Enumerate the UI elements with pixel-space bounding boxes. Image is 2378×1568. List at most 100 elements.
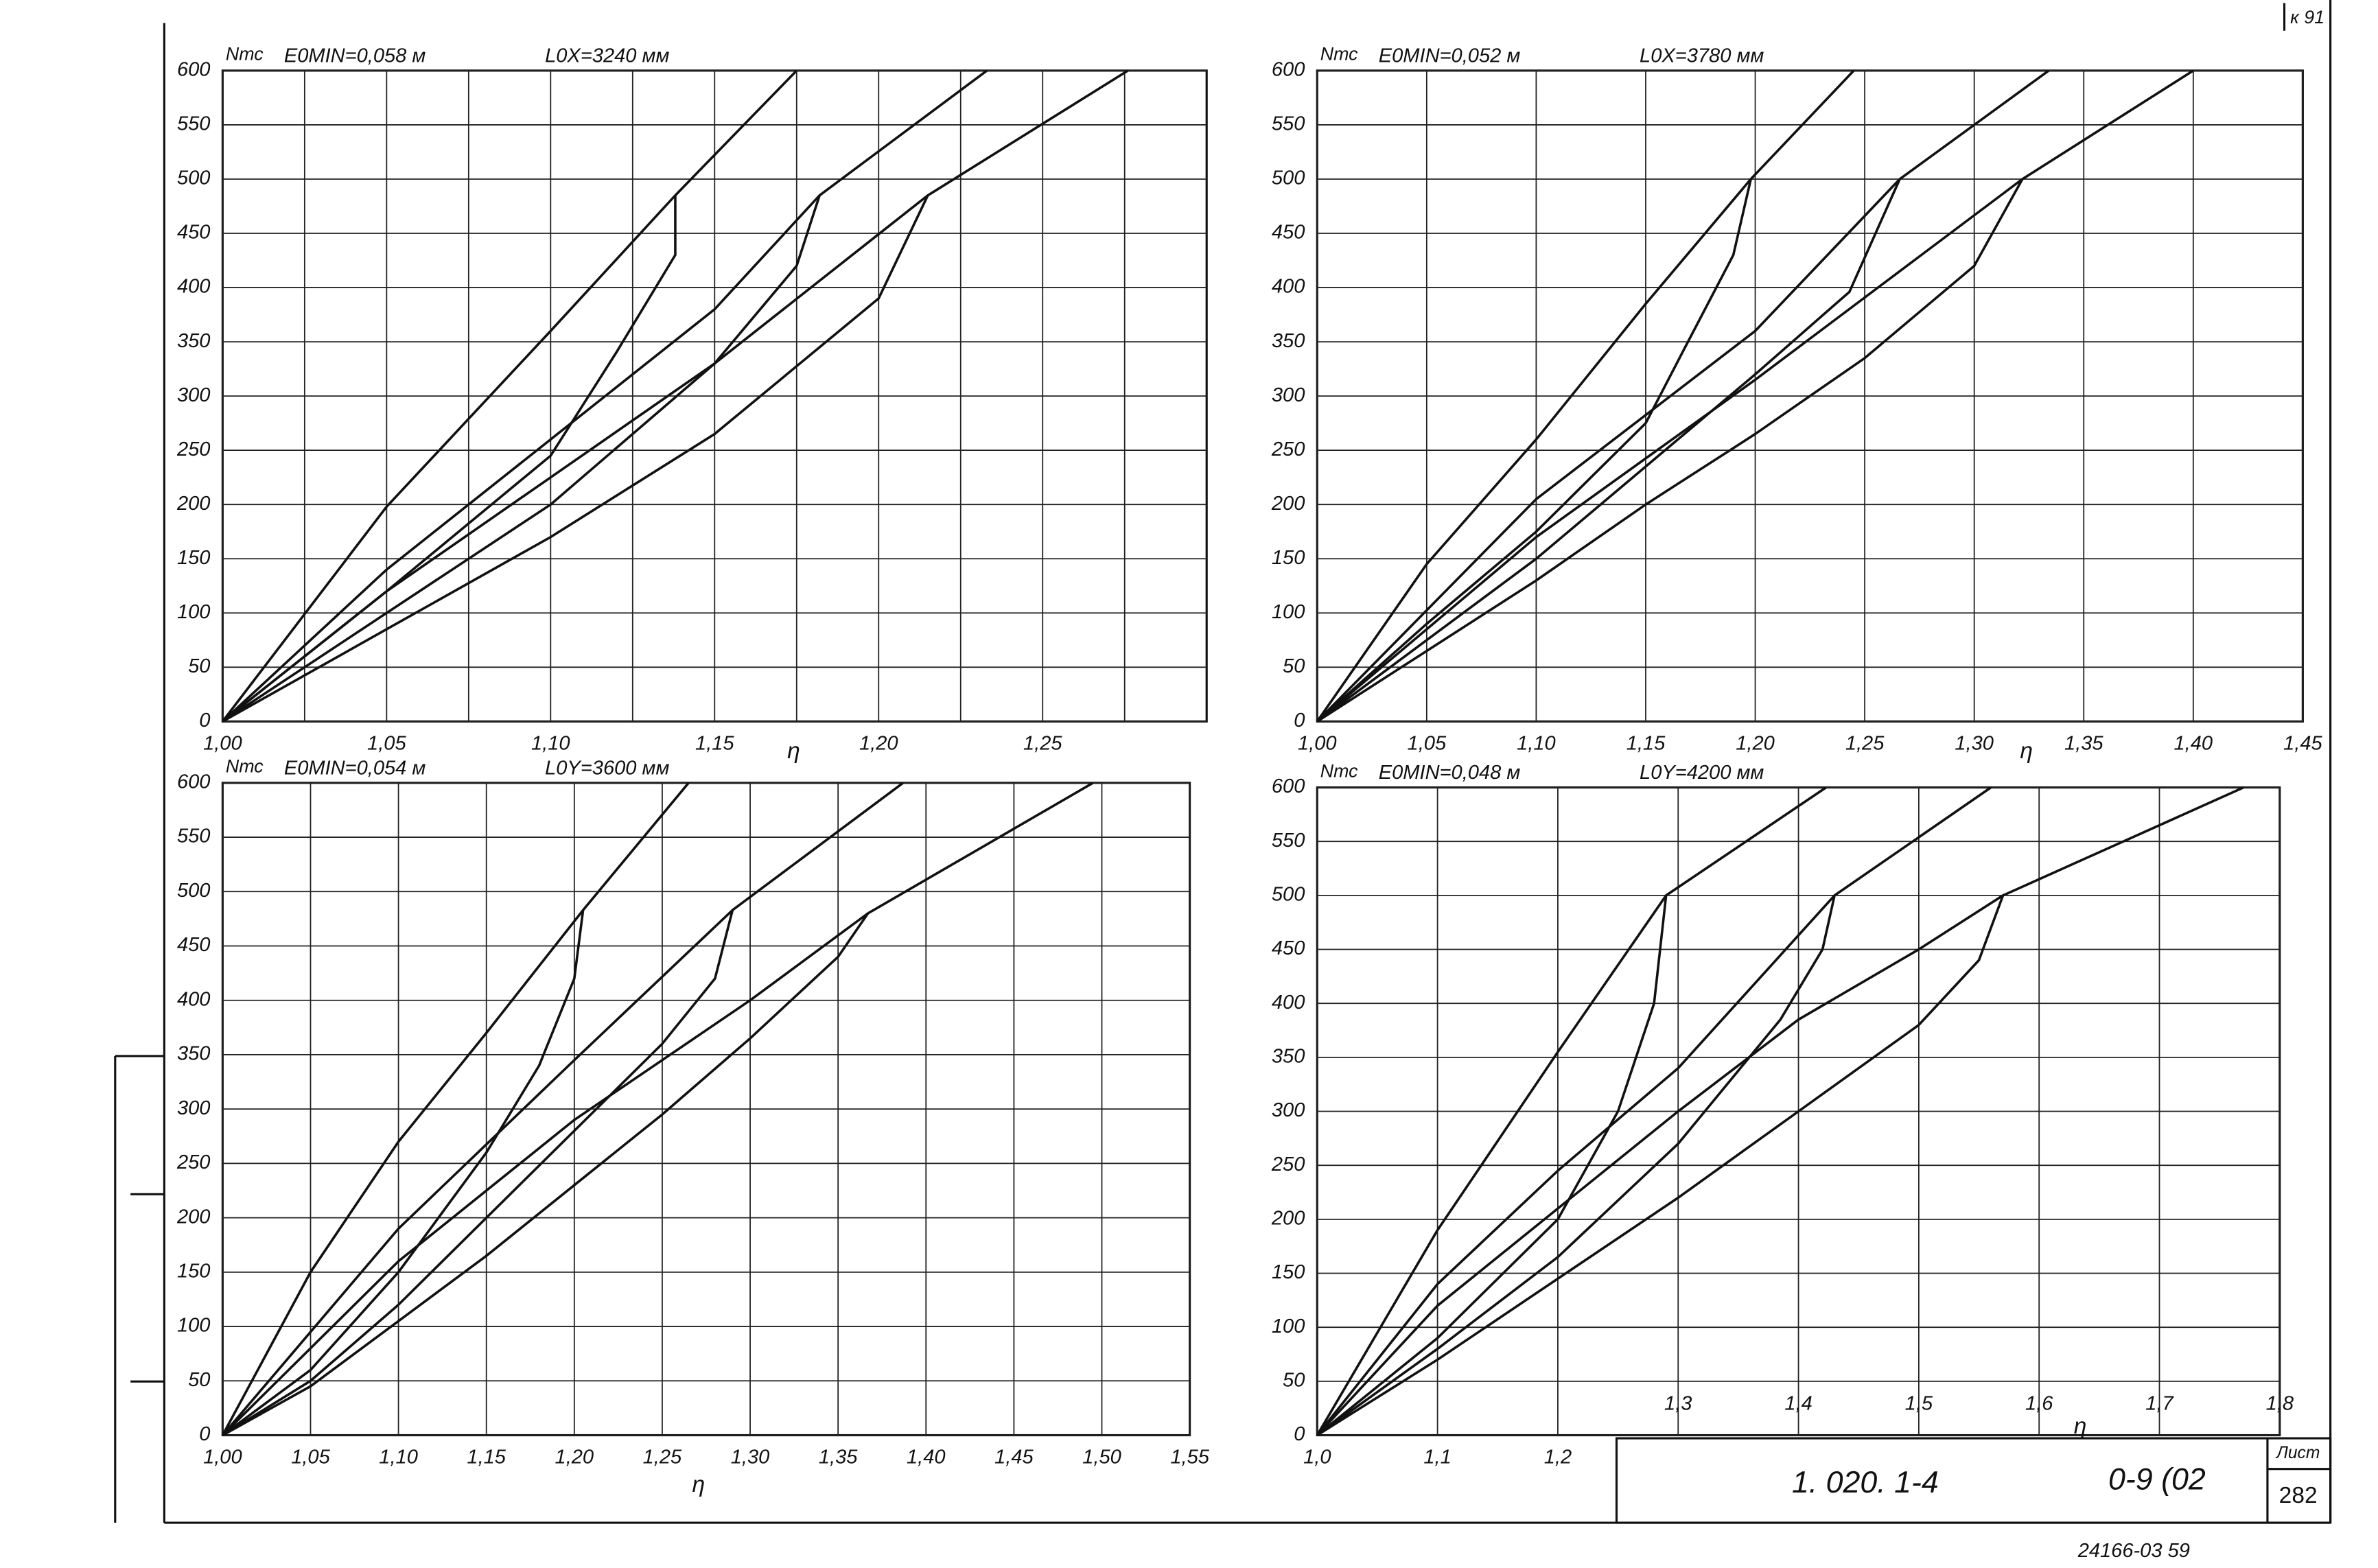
x-tick-label: 1,10 (531, 733, 570, 755)
y-tick-label: 350 (1272, 1046, 1305, 1068)
x-tick-label: 1,20 (859, 733, 898, 755)
y-tick-label: 400 (177, 276, 211, 298)
series-line (222, 195, 677, 723)
series-line (221, 69, 798, 723)
x-tick-label: 1,20 (1736, 733, 1775, 755)
y-tick-label: 300 (1272, 1099, 1305, 1121)
y-tick-label: 350 (177, 330, 211, 352)
y-tick-label: 600 (177, 59, 211, 81)
y-tick-label: 250 (1271, 1154, 1305, 1175)
x-tick-label: 1,15 (1627, 733, 1666, 755)
series-line (222, 912, 870, 1437)
annotation: E0MIN=0,052 м (1379, 45, 1521, 67)
y-tick-label: 0 (1294, 710, 1305, 732)
x-tick-label: 1,00 (1298, 733, 1337, 755)
designation: 1. 020. 1-4 (1792, 1466, 1939, 1499)
y-tick-label: 0 (199, 710, 210, 732)
y-tick-label: 450 (1272, 222, 1305, 244)
y-tick-label: 200 (176, 1206, 211, 1228)
y-tick-label: 550 (177, 826, 211, 847)
y-tick-label: 100 (1272, 601, 1305, 623)
y-tick-label: 250 (176, 438, 211, 460)
x-tick-label: 1,55 (1170, 1447, 1209, 1468)
y-tick-label: 0 (199, 1423, 210, 1445)
series-line (1316, 178, 1901, 723)
x-tick-label: 1,15 (467, 1447, 506, 1468)
x-axis-label: η (2074, 1414, 2087, 1439)
x-tick-label: 1,05 (367, 733, 406, 755)
x-tick-label: 1,15 (695, 733, 734, 755)
annotation: E0MIN=0,058 м (284, 45, 426, 67)
y-tick-label: 400 (1272, 992, 1305, 1014)
y-tick-label: 50 (1283, 1370, 1305, 1392)
x-tick-label: 1,2 (1544, 1447, 1572, 1468)
series-line (1316, 895, 2005, 1437)
x-tick-label: 1,8 (2266, 1392, 2294, 1414)
x-tick-label: 1,1 (1423, 1447, 1451, 1468)
y-tick-label: 500 (1272, 884, 1305, 906)
x-tick-label: 1,40 (907, 1447, 946, 1468)
annotation: L0X=3780 мм (1640, 45, 1764, 67)
x-tick-label: 1,30 (1955, 733, 1994, 755)
y-tick-label: 300 (1272, 384, 1305, 406)
x-tick-label: 1,10 (379, 1447, 418, 1468)
y-tick-label: 600 (1272, 59, 1305, 81)
series-line (1316, 178, 1752, 723)
y-axis-label: Nтс (1320, 760, 1358, 781)
x-tick-label: 1,00 (203, 733, 242, 755)
x-tick-label: 1,5 (1905, 1392, 1933, 1414)
series-line (221, 782, 690, 1436)
sheet-frame (114, 0, 2332, 1524)
x-axis-label: η (2020, 738, 2033, 764)
y-tick-label: 600 (177, 771, 211, 793)
y-tick-label: 200 (1271, 1208, 1305, 1230)
y-tick-label: 50 (1283, 655, 1305, 677)
y-tick-label: 450 (1272, 937, 1305, 959)
series-line (1316, 786, 1992, 1436)
y-tick-label: 450 (177, 222, 211, 244)
x-tick-label: 1,25 (643, 1447, 682, 1468)
y-tick-label: 550 (177, 113, 211, 135)
y-tick-label: 400 (177, 988, 211, 1010)
annotation: E0MIN=0,048 м (1379, 762, 1521, 784)
series-line (222, 782, 1094, 1436)
y-tick-label: 100 (177, 601, 211, 623)
x-tick-label: 1,05 (1408, 733, 1447, 755)
y-tick-label: 350 (1272, 330, 1305, 352)
annotation: E0MIN=0,054 м (284, 757, 426, 779)
y-axis-label: Nтс (226, 756, 264, 777)
series-line (222, 782, 905, 1436)
x-tick-label: 1,7 (2145, 1392, 2174, 1414)
x-tick-label: 1,3 (1664, 1392, 1692, 1414)
series-line (1316, 895, 1668, 1436)
y-tick-label: 400 (1272, 276, 1305, 298)
x-tick-label: 1,35 (819, 1447, 858, 1468)
y-tick-label: 450 (177, 934, 211, 956)
x-tick-label: 1,40 (2174, 733, 2213, 755)
series-line (1316, 895, 1836, 1436)
y-tick-label: 250 (1271, 438, 1305, 460)
series-line (222, 194, 929, 723)
y-tick-label: 300 (177, 384, 211, 406)
sheet-number: 282 (2279, 1483, 2318, 1508)
y-tick-label: 200 (1271, 493, 1305, 515)
annotation: L0X=3240 мм (545, 45, 669, 67)
y-tick-label: 100 (1272, 1315, 1305, 1337)
y-tick-label: 150 (177, 1261, 211, 1283)
annotation: L0Y=3600 мм (545, 757, 669, 779)
y-tick-label: 600 (1272, 775, 1305, 797)
series-line (222, 195, 821, 723)
y-tick-label: 100 (177, 1315, 211, 1337)
y-tick-label: 500 (177, 880, 211, 902)
y-tick-label: 250 (176, 1151, 211, 1173)
y-tick-label: 300 (177, 1097, 211, 1119)
x-tick-label: 1,6 (2025, 1392, 2053, 1414)
series-line (1316, 178, 2024, 723)
y-tick-label: 150 (1272, 1261, 1305, 1283)
x-tick-label: 1,50 (1082, 1447, 1121, 1468)
x-tick-label: 1,35 (2064, 733, 2103, 755)
series-line (222, 909, 585, 1436)
y-tick-label: 150 (1272, 547, 1305, 569)
y-axis-label: Nтс (1320, 44, 1358, 65)
series-line (222, 909, 734, 1437)
